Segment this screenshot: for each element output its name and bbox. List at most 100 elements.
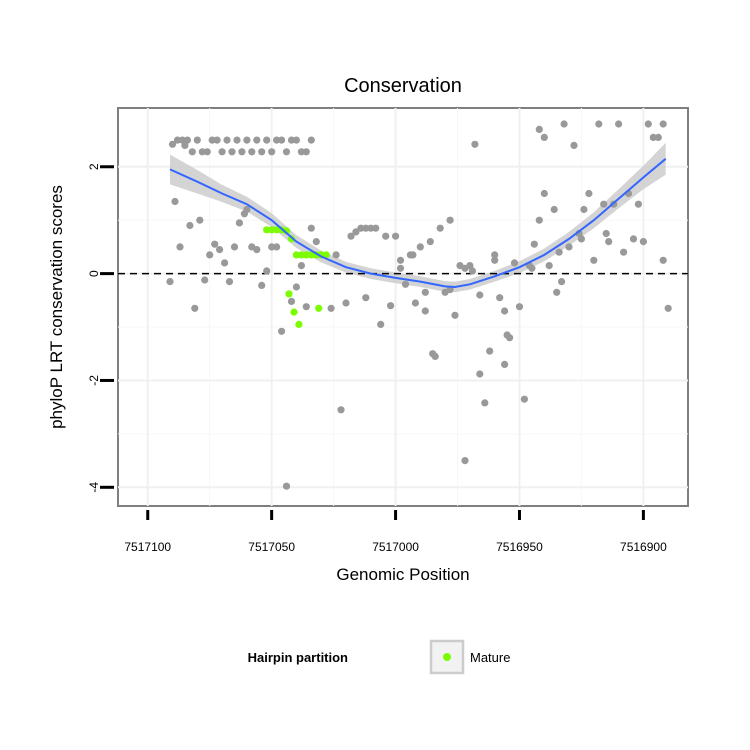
- other-data-point: [503, 331, 511, 339]
- other-data-point: [273, 243, 281, 251]
- other-data-point: [634, 200, 643, 208]
- other-data-point: [188, 148, 196, 156]
- other-data-point: [191, 304, 199, 312]
- x-tick-label: 7517100: [124, 540, 171, 554]
- other-data-point: [401, 280, 410, 288]
- other-data-point: [168, 140, 177, 148]
- other-data-point: [307, 224, 315, 232]
- other-data-point: [585, 189, 593, 198]
- other-data-point: [362, 224, 370, 232]
- other-data-point: [235, 219, 243, 227]
- other-data-point: [530, 240, 538, 248]
- other-data-point: [553, 288, 561, 296]
- other-data-point: [501, 360, 509, 368]
- other-data-point: [600, 200, 608, 208]
- other-data-point: [535, 125, 543, 133]
- other-data-point: [491, 256, 499, 264]
- other-data-point: [218, 148, 226, 156]
- mature-data-point: [302, 251, 310, 259]
- other-data-point: [206, 251, 214, 259]
- confidence-band: [170, 142, 666, 293]
- other-data-point: [312, 238, 320, 246]
- other-data-point: [476, 370, 484, 378]
- other-data-point: [292, 283, 300, 291]
- other-data-point: [436, 224, 444, 232]
- other-data-point: [342, 299, 350, 307]
- other-data-point: [392, 232, 400, 240]
- smooth-line-layer: [169, 158, 667, 289]
- y-tick-label: -4: [87, 482, 101, 493]
- other-data-point: [287, 297, 296, 305]
- other-data-point: [302, 148, 310, 156]
- y-tick-label: 0: [87, 270, 101, 277]
- other-data-point: [193, 136, 201, 144]
- mature-data-point: [295, 320, 303, 328]
- other-data-point: [221, 259, 229, 267]
- other-data-point: [268, 148, 276, 156]
- y-tick-label: 2: [87, 163, 101, 170]
- mature-data-point: [307, 251, 315, 259]
- other-data-point: [520, 395, 529, 403]
- other-data-point: [387, 302, 395, 310]
- other-data-point: [580, 205, 588, 214]
- other-data-point: [409, 251, 417, 259]
- other-data-point: [605, 238, 613, 246]
- other-data-point: [213, 136, 221, 144]
- other-data-point: [233, 136, 241, 144]
- other-data-point: [664, 304, 672, 312]
- other-data-point: [307, 136, 315, 144]
- other-data-point: [550, 205, 558, 214]
- other-data-point: [496, 294, 504, 302]
- other-data-point: [461, 457, 469, 465]
- other-data-point: [510, 259, 519, 267]
- other-data-point: [263, 267, 271, 275]
- other-data-point: [545, 262, 553, 270]
- other-data-point: [421, 288, 429, 296]
- other-data-point: [347, 232, 355, 240]
- other-data-point: [377, 320, 385, 328]
- other-data-point: [196, 216, 204, 224]
- other-data-point: [248, 148, 256, 156]
- other-data-point: [654, 133, 662, 141]
- other-data-point: [446, 216, 454, 224]
- mature-data-point: [292, 251, 300, 259]
- legend-label-mature: Mature: [470, 650, 510, 665]
- other-data-point: [649, 133, 657, 141]
- other-data-point: [337, 406, 345, 414]
- other-data-point: [332, 251, 340, 259]
- other-data-point: [426, 238, 434, 246]
- other-data-point: [211, 240, 219, 248]
- mature-data-point: [263, 226, 271, 234]
- x-tick-label: 7516900: [620, 540, 667, 554]
- other-data-point: [396, 264, 405, 272]
- other-data-point: [560, 120, 568, 128]
- other-data-point: [577, 235, 586, 243]
- other-data-point: [238, 148, 246, 156]
- other-data-point: [230, 243, 239, 251]
- other-data-point: [243, 136, 251, 144]
- other-data-point: [476, 291, 484, 299]
- x-axis: 7517100 7517050 7517000 7516950 7516900: [124, 510, 667, 554]
- other-data-point: [282, 148, 291, 156]
- other-data-point: [429, 350, 437, 358]
- other-data-point: [416, 243, 424, 251]
- other-data-point: [659, 256, 667, 264]
- other-data-point: [258, 281, 266, 289]
- mature-data-point: [322, 251, 330, 259]
- other-data-point: [258, 148, 266, 156]
- x-tick-label: 7517050: [248, 540, 295, 554]
- other-data-point: [644, 120, 652, 128]
- other-data-point: [421, 307, 429, 315]
- other-data-point: [555, 248, 563, 256]
- other-data-point: [225, 278, 234, 286]
- other-data-point: [372, 224, 380, 232]
- other-data-point: [540, 189, 548, 198]
- other-data-point: [201, 276, 209, 284]
- other-data-point: [216, 246, 224, 254]
- other-data-point: [629, 235, 638, 243]
- other-data-point: [166, 278, 174, 286]
- other-data-point: [461, 264, 469, 272]
- legend-mature-dot: [443, 653, 451, 661]
- other-data-point: [396, 256, 405, 264]
- other-data-point: [282, 482, 291, 490]
